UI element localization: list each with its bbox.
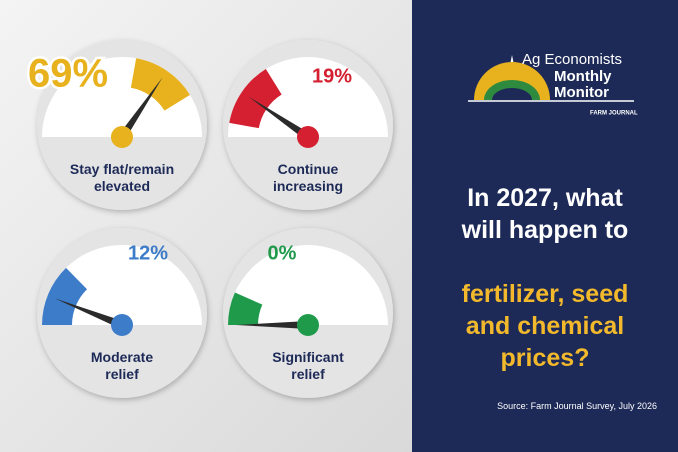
gauge-needle — [248, 96, 311, 141]
gauges: 69% 19% 12% 0% — [27, 40, 393, 398]
gauge-hub — [111, 126, 133, 148]
logo: Ag Economists Monthly Monitor FARM JOURN… — [468, 51, 638, 117]
gauge-wedge — [228, 292, 263, 325]
logo-line2: Monthly — [554, 68, 612, 85]
gauge-needle — [236, 321, 308, 329]
question-panel: Ag Economists Monthly Monitor FARM JOURN… — [412, 0, 678, 452]
gauge-hub — [297, 314, 319, 336]
value-label: 0% — [268, 242, 297, 264]
value-label: 19% — [312, 65, 352, 87]
logo-line3: Monitor — [554, 84, 609, 101]
gauge-wedge — [130, 58, 190, 111]
question: In 2027, what will happen to fertilizer,… — [412, 150, 678, 374]
gauge-face — [228, 245, 388, 325]
category-label: Significant relief — [272, 349, 344, 382]
logo-line1: Ag Economists — [522, 51, 622, 68]
logo-icon — [468, 55, 634, 102]
category-label: Stay flat/remain elevated — [69, 161, 175, 194]
gauge-face — [42, 245, 202, 325]
gauge-hub — [297, 126, 319, 148]
gauge-needle — [118, 77, 163, 140]
gauge-wedge — [229, 69, 282, 129]
logo-brand: FARM JOURNAL — [590, 111, 638, 117]
category-label: Continue increasing — [272, 161, 344, 194]
value-label: 69% — [28, 52, 108, 96]
source: Source: Farm Journal Survey, July 2026 — [497, 401, 657, 411]
question-highlight: fertilizer, seed and chemical prices? — [461, 280, 629, 372]
question-lead: In 2027, what will happen to — [461, 184, 629, 244]
value-label: 12% — [128, 242, 168, 264]
gauge-hub — [111, 314, 133, 336]
category-label: Moderate relief — [90, 349, 154, 382]
gauge-panel: 69% 19% 12% 0% Stay flat/remain elevated Con… — [0, 0, 412, 452]
gauge-wedge — [42, 267, 88, 325]
gauge-needle — [55, 298, 124, 329]
